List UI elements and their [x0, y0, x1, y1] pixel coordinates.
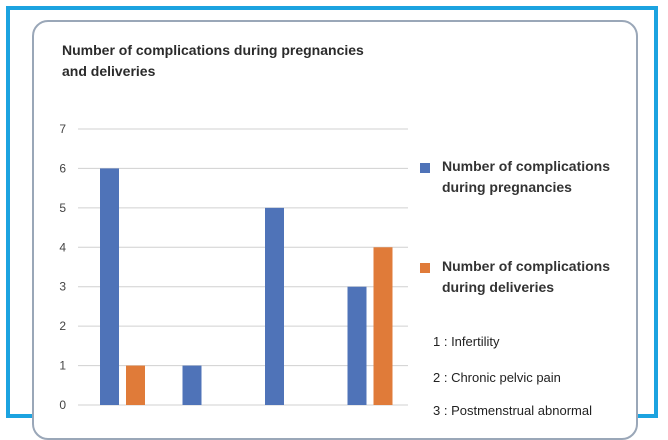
chart-plot: 0 1 2 3 4 5 6 7 [59, 122, 408, 412]
y-tick-label: 4 [59, 240, 66, 254]
bar-series2-category-4 [373, 247, 393, 405]
legend-label-pregnancies: Number of complications during pregnanci… [442, 158, 611, 195]
bar-series1-category-3 [265, 207, 284, 405]
bar-series1-category-2 [182, 365, 202, 405]
category-note-3: 3 : Postmenstrual abnormal [433, 403, 592, 418]
bar-series1-category-4 [347, 286, 367, 405]
legend-swatch-deliveries [420, 263, 430, 273]
y-tick-label: 0 [59, 398, 66, 412]
legend-label-deliveries: Number of complications during deliverie… [442, 258, 611, 295]
y-tick-label: 3 [59, 280, 66, 294]
chart-title: Number of complications during pregnanci… [62, 42, 364, 79]
legend-item-pregnancies: Number of complications during pregnanci… [420, 156, 612, 198]
y-tick-label: 2 [59, 319, 66, 333]
y-tick-label: 1 [59, 359, 66, 373]
y-tick-label: 6 [59, 161, 66, 175]
bar-series1-category-1 [100, 168, 119, 405]
y-tick-label: 7 [59, 122, 66, 136]
category-note-2: 2 : Chronic pelvic pain [433, 370, 561, 385]
bar-series2-category-1 [126, 365, 145, 405]
y-tick-label: 5 [59, 201, 66, 215]
legend-swatch-pregnancies [420, 163, 430, 173]
legend-item-deliveries: Number of complications during deliverie… [420, 256, 612, 298]
category-note-1: 1 : Infertility [433, 334, 500, 349]
